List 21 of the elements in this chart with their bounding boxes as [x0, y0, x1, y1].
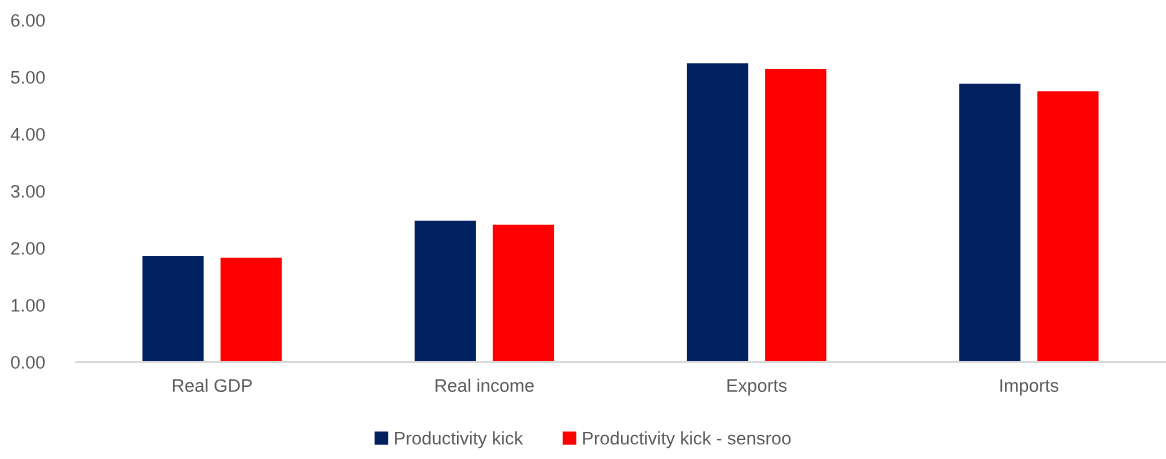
y-tick-label: 0.00 [11, 355, 45, 369]
legend-label: Productivity kick [395, 431, 524, 449]
bar [765, 69, 827, 362]
y-tick-label: 3.00 [11, 184, 45, 198]
bar [959, 83, 1021, 362]
x-tick-label: Imports [1000, 379, 1059, 396]
bar [492, 224, 555, 362]
y-tick-label: 2.00 [11, 241, 45, 255]
y-tick-label: 6.00 [11, 13, 45, 27]
y-tick-label: 5.00 [11, 70, 45, 84]
x-tick-label: Real GDP [172, 378, 252, 392]
bar [686, 63, 749, 362]
y-tick-label: 1.00 [11, 298, 45, 312]
y-tick-label: 4.00 [10, 127, 45, 141]
bar [1037, 91, 1099, 362]
legend-label: Productivity kick - sensroo [583, 431, 791, 449]
x-tick-label: Real income [435, 378, 534, 392]
bar [142, 255, 204, 362]
bar [414, 220, 476, 362]
bar [220, 257, 282, 362]
x-tick-label: Exports [727, 379, 787, 396]
